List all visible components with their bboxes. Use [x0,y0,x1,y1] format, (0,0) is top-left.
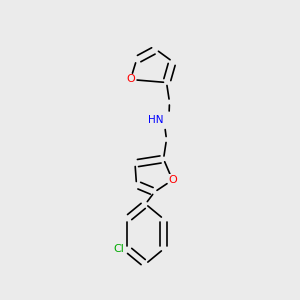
Text: HN: HN [148,115,164,125]
Text: O: O [126,74,135,85]
Text: O: O [168,175,177,185]
Text: Cl: Cl [113,244,124,254]
